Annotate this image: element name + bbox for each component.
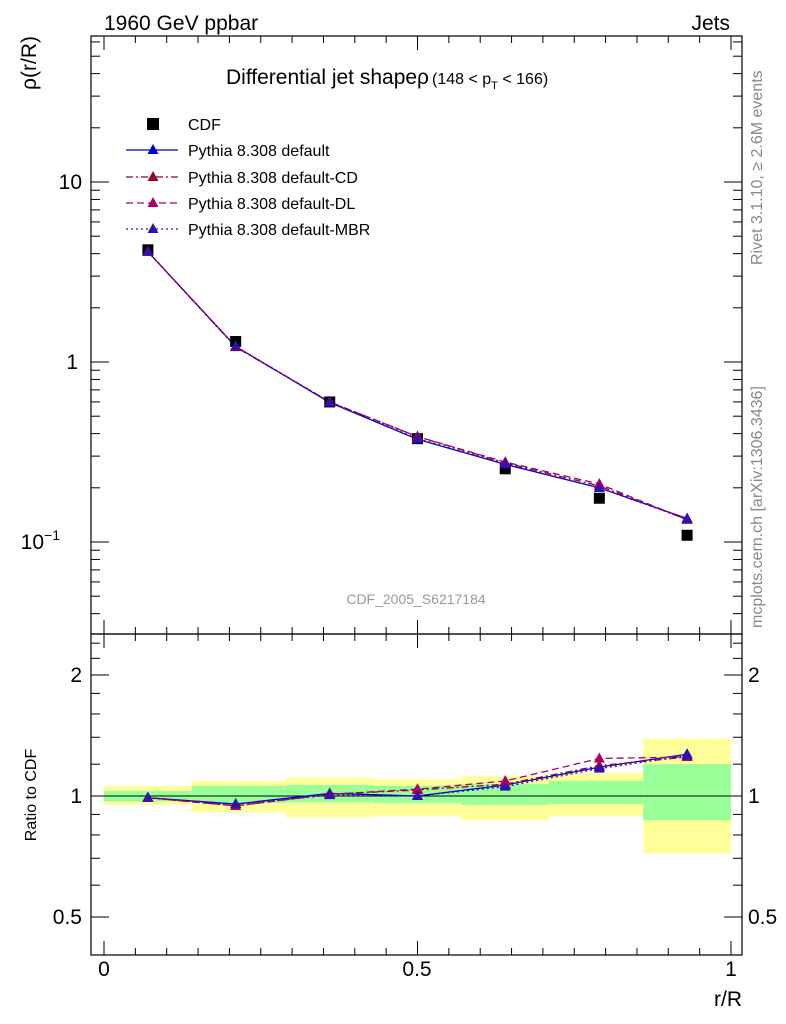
legend-label: Pythia 8.308 default	[188, 143, 330, 160]
energy-label: 1960 GeV ppbar	[104, 12, 258, 35]
legend-marker-triangle	[147, 197, 159, 207]
analysis-watermark: CDF_2005_S6217184	[346, 591, 486, 607]
main-title: Differential jet shapeρ (148 < pT < 166)	[226, 66, 548, 92]
ratio-stat-band	[643, 764, 731, 821]
legend-label: CDF	[188, 117, 221, 134]
ratio-point	[593, 752, 605, 763]
ytick-label-0.1: 10−1	[21, 527, 61, 554]
ratio-ytick-0.5-left: 0.5	[53, 906, 82, 929]
ratio-point	[499, 774, 511, 785]
mc-point	[324, 395, 336, 406]
ratio-ytick-1-left: 1	[70, 785, 82, 808]
series-line	[147, 251, 688, 520]
legend-label: Pythia 8.308 default-MBR	[188, 222, 370, 239]
ratio-series-lines	[142, 748, 693, 810]
legend-marker-square	[147, 118, 159, 130]
cdf-data-point	[499, 463, 511, 475]
mc-point	[142, 245, 154, 256]
mc-point	[230, 340, 242, 351]
ratio-stat-band	[549, 780, 644, 805]
xtick-label-0.5: 0.5	[402, 958, 431, 981]
xlabel: r/R	[714, 988, 742, 1011]
legend-marker-triangle	[147, 171, 159, 181]
ratio-point	[412, 790, 423, 800]
ratio-ytick-0.5-right: 0.5	[748, 906, 777, 929]
ratio-ytick-2-left: 2	[70, 664, 82, 687]
ratio-point	[324, 789, 336, 800]
xtick-label-1: 1	[725, 958, 737, 981]
cdf-data-point	[681, 529, 693, 541]
mc-point	[412, 432, 423, 443]
series-line	[147, 251, 688, 521]
ratio-point	[593, 762, 605, 773]
legend-marker-triangle	[147, 223, 159, 233]
mc-point	[681, 513, 693, 524]
ratio-ytick-2-right: 2	[748, 664, 760, 687]
legend-label: Pythia 8.308 default-CD	[188, 170, 358, 187]
ratio-point	[230, 798, 242, 809]
mc-point	[593, 481, 605, 492]
mcplots-label: mcplots.cern.ch [arXiv:1306.3436]	[749, 386, 766, 628]
legend-label: Pythia 8.308 default-DL	[188, 196, 355, 213]
ratio-point	[142, 791, 154, 802]
ytick-label-10: 10	[59, 171, 82, 194]
axes-frames	[90, 35, 743, 956]
main-series	[142, 244, 693, 541]
ratio-ytick-1-right: 1	[748, 785, 760, 808]
ratio-point	[681, 749, 693, 760]
legend-marker-triangle	[147, 144, 159, 154]
xtick-label-0: 0	[98, 958, 110, 981]
cdf-data-point	[593, 492, 605, 504]
rivet-version-label: Rivet 3.1.10, ≥ 2.6M events	[749, 70, 766, 265]
series-line	[147, 251, 688, 521]
series-line	[147, 251, 688, 520]
ratio-stat-band	[191, 785, 286, 804]
ratio-ylabel: Ratio to CDF	[23, 749, 40, 842]
ytick-label-1: 1	[66, 351, 78, 374]
ratio-plot-frame	[90, 633, 743, 956]
mc-point	[499, 457, 511, 468]
ratio-point	[499, 780, 511, 791]
ratio-point	[412, 783, 423, 794]
main-ylabel: ρ(r/R)	[18, 36, 41, 90]
category-label: Jets	[691, 12, 730, 35]
legend: CDF Pythia 8.308 default Pythia 8.308 defa…	[126, 117, 370, 239]
